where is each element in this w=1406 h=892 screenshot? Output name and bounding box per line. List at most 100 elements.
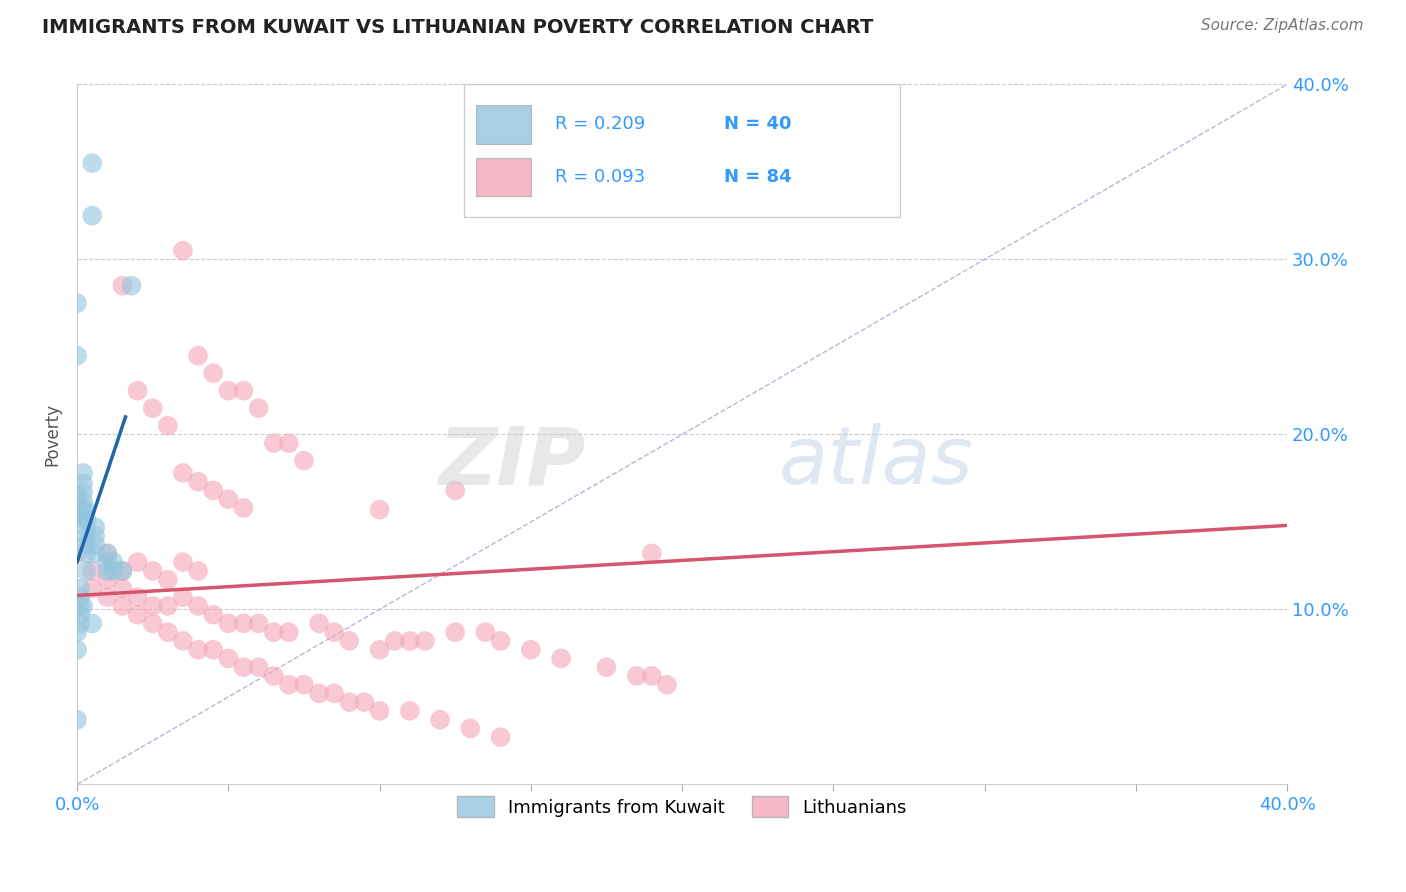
Point xyxy=(127,590,149,604)
Point xyxy=(187,475,209,489)
Point xyxy=(232,500,254,515)
Point xyxy=(323,625,346,640)
Text: atlas: atlas xyxy=(779,424,973,501)
Point xyxy=(247,660,270,674)
Point xyxy=(413,634,436,648)
Point xyxy=(69,582,91,596)
Point xyxy=(142,616,165,631)
Point xyxy=(82,616,104,631)
Point xyxy=(187,349,209,363)
Point xyxy=(96,546,118,560)
FancyBboxPatch shape xyxy=(464,85,900,218)
Point xyxy=(172,244,194,258)
Point xyxy=(82,209,104,223)
Point xyxy=(127,384,149,398)
Point xyxy=(66,296,89,310)
Point xyxy=(489,730,512,744)
Point xyxy=(217,384,239,398)
Point xyxy=(96,590,118,604)
Point xyxy=(66,506,89,520)
Point xyxy=(103,555,125,569)
Point xyxy=(111,278,134,293)
Point xyxy=(232,660,254,674)
Point xyxy=(398,704,420,718)
FancyBboxPatch shape xyxy=(477,105,531,144)
Point xyxy=(127,555,149,569)
Point xyxy=(641,546,664,560)
Text: ZIP: ZIP xyxy=(437,424,585,501)
Point xyxy=(72,485,94,500)
Point xyxy=(75,520,97,534)
Point xyxy=(202,483,225,498)
Point xyxy=(277,678,299,692)
Point xyxy=(277,436,299,450)
Point xyxy=(520,642,543,657)
Point xyxy=(96,564,118,578)
Point xyxy=(217,616,239,631)
Point xyxy=(489,634,512,648)
Point xyxy=(172,590,194,604)
Text: N = 40: N = 40 xyxy=(724,115,792,133)
Point xyxy=(202,642,225,657)
Point xyxy=(247,401,270,416)
Point xyxy=(72,466,94,480)
Point xyxy=(263,436,285,450)
Point xyxy=(156,418,179,433)
FancyBboxPatch shape xyxy=(477,158,531,196)
Point xyxy=(142,564,165,578)
Point xyxy=(595,660,617,674)
Point xyxy=(75,538,97,552)
Point xyxy=(263,625,285,640)
Point xyxy=(69,590,91,604)
Point xyxy=(66,349,89,363)
Point xyxy=(308,686,330,700)
Point xyxy=(82,564,104,578)
Point xyxy=(142,401,165,416)
Point xyxy=(292,678,315,692)
Point xyxy=(187,642,209,657)
Point xyxy=(66,713,89,727)
Point xyxy=(96,573,118,587)
Point xyxy=(84,529,107,543)
Text: R = 0.209: R = 0.209 xyxy=(555,115,645,133)
Point xyxy=(72,494,94,508)
Point xyxy=(202,607,225,622)
Point xyxy=(247,616,270,631)
Point xyxy=(444,625,467,640)
Point xyxy=(84,546,107,560)
Point xyxy=(172,466,194,480)
Point xyxy=(84,538,107,552)
Point xyxy=(232,616,254,631)
Point xyxy=(232,384,254,398)
Point xyxy=(75,511,97,525)
Point xyxy=(72,502,94,516)
Point xyxy=(66,546,89,560)
Point xyxy=(75,502,97,516)
Point xyxy=(156,625,179,640)
Point xyxy=(429,713,451,727)
Point xyxy=(292,453,315,467)
Point xyxy=(323,686,346,700)
Point xyxy=(217,651,239,665)
Point xyxy=(172,634,194,648)
Point xyxy=(72,476,94,491)
Point xyxy=(368,704,391,718)
Point xyxy=(156,599,179,613)
Point xyxy=(72,511,94,525)
Point xyxy=(66,489,89,503)
Point xyxy=(474,625,496,640)
Point xyxy=(308,616,330,631)
Point xyxy=(111,582,134,596)
Point xyxy=(368,642,391,657)
Point xyxy=(111,564,134,578)
Point xyxy=(156,573,179,587)
Point xyxy=(75,564,97,578)
Point xyxy=(655,678,678,692)
Point xyxy=(337,695,360,709)
Point xyxy=(82,582,104,596)
Text: Source: ZipAtlas.com: Source: ZipAtlas.com xyxy=(1201,18,1364,33)
Point xyxy=(368,502,391,516)
Point xyxy=(66,625,89,640)
Text: N = 84: N = 84 xyxy=(724,168,792,186)
Point xyxy=(69,607,91,622)
